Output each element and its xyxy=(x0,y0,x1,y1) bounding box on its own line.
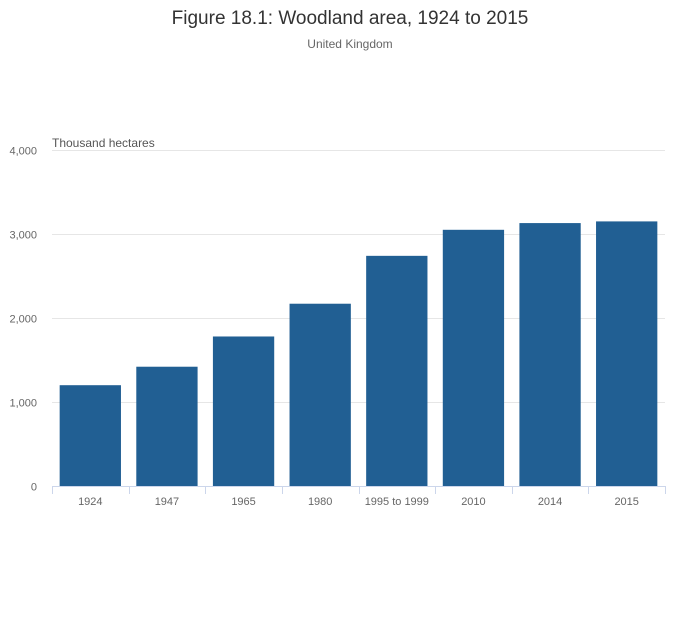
bar xyxy=(442,229,505,487)
y-axis-unit-label: Thousand hectares xyxy=(52,136,155,150)
x-tick-label: 1947 xyxy=(155,496,179,508)
y-axis-tick-labels: 0 1,000 2,000 3,000 4,000 xyxy=(9,146,37,494)
x-tick-label: 1980 xyxy=(308,496,332,508)
bar xyxy=(136,366,198,486)
x-tick-label: 2010 xyxy=(461,496,485,508)
bar xyxy=(519,223,581,486)
y-tick-label: 4,000 xyxy=(9,146,37,158)
y-tick-label: 3,000 xyxy=(9,230,37,242)
x-tick-label: 1924 xyxy=(78,496,102,508)
bar xyxy=(366,255,428,486)
x-tick-label: 2015 xyxy=(614,496,638,508)
bar xyxy=(59,385,121,486)
bar xyxy=(596,221,658,486)
y-tick-label: 2,000 xyxy=(9,314,37,326)
y-tick-label: 1,000 xyxy=(9,398,37,410)
y-tick-label: 0 xyxy=(31,482,37,494)
chart-title: Figure 18.1: Woodland area, 1924 to 2015 xyxy=(172,8,529,29)
bars xyxy=(59,221,658,487)
x-axis: 1924 1947 1965 1980 1995 to 1999 2010 2014 2015 xyxy=(52,486,666,508)
x-tick-label: 1965 xyxy=(231,496,255,508)
x-tick-label: 1995 to 1999 xyxy=(365,496,429,508)
bar xyxy=(212,336,275,486)
x-tick-label: 2014 xyxy=(538,496,562,508)
chart-subtitle: United Kingdom xyxy=(307,37,392,51)
bar xyxy=(289,303,351,486)
